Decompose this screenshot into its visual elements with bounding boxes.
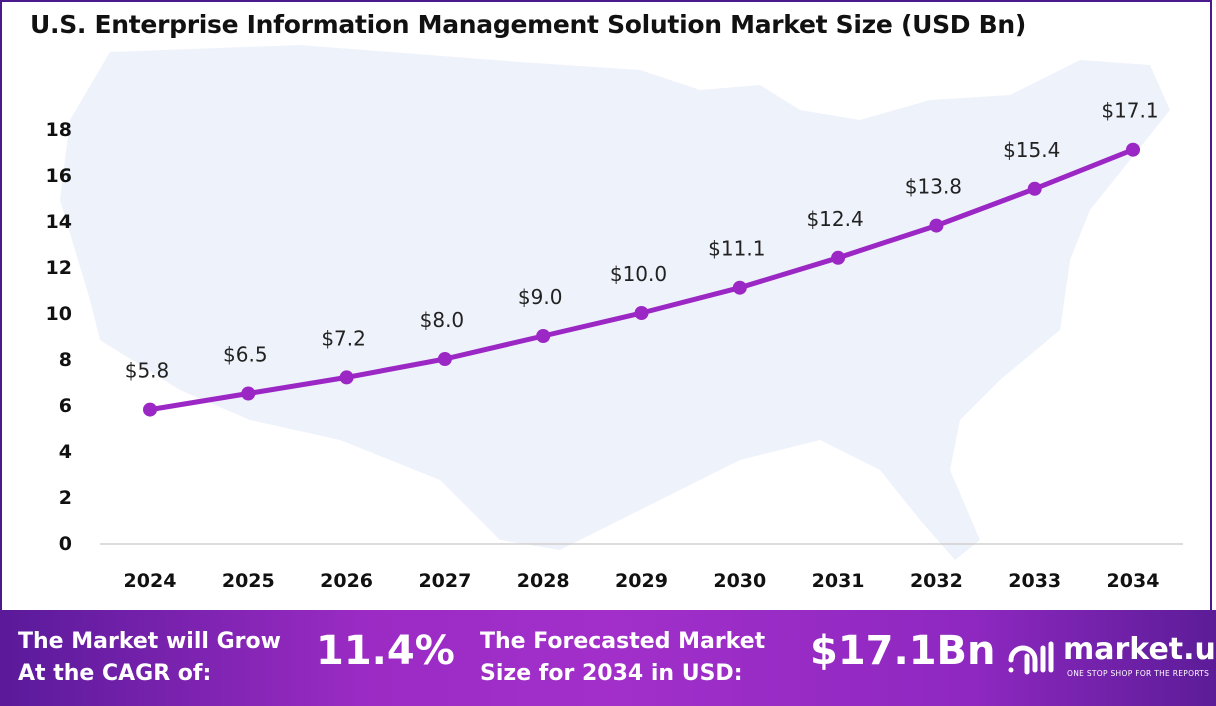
x-tick-label: 2024: [124, 570, 177, 592]
y-tick-label: 12: [46, 257, 72, 279]
chart-frame: [0, 0, 1212, 610]
line-chart: 0 2 4 6 8 10 12 14 16 18 2024 2025 2026 2027 2028 2029…: [46, 45, 1183, 592]
x-tick-label: 2027: [418, 570, 471, 592]
x-tick-label: 2033: [1008, 570, 1061, 592]
forecast-label-line2: Size for 2034 in USD:: [480, 661, 743, 686]
data-label: $5.8: [125, 359, 170, 383]
data-label: $10.0: [610, 262, 667, 286]
y-tick-label: 0: [59, 533, 72, 555]
data-label: $15.4: [1003, 138, 1060, 162]
data-point: [831, 250, 846, 265]
logo-icon: [1008, 641, 1054, 675]
data-point: [339, 370, 354, 385]
x-tick-label: 2034: [1107, 570, 1160, 592]
data-label: $7.2: [321, 326, 366, 350]
x-tick-label: 2029: [615, 570, 668, 592]
x-tick-label: 2030: [713, 570, 766, 592]
cagr-label-line2: At the CAGR of:: [18, 661, 212, 686]
market-us-logo: market.us ONE STOP SHOP FOR THE REPORTS: [1005, 632, 1216, 682]
data-point: [536, 329, 551, 343]
y-tick-label: 10: [46, 303, 72, 325]
y-tick-label: 16: [46, 165, 72, 187]
y-tick-label: 4: [59, 441, 72, 463]
logo-brand: market.us: [1063, 632, 1216, 667]
data-label: $9.0: [518, 285, 563, 309]
data-point: [143, 402, 157, 417]
chart-title: U.S. Enterprise Information Management S…: [30, 10, 1027, 39]
data-label: $17.1: [1101, 99, 1158, 123]
data-point: [437, 352, 452, 366]
data-label: $11.1: [708, 237, 765, 261]
x-tick-label: 2026: [320, 570, 373, 592]
y-tick-label: 8: [59, 349, 72, 371]
data-point: [241, 386, 256, 401]
data-label: $13.8: [905, 175, 962, 199]
data-label: $8.0: [420, 308, 465, 332]
data-label: $12.4: [806, 207, 863, 231]
cagr-label-line1: The Market will Grow: [18, 629, 281, 654]
cagr-value: 11.4%: [316, 628, 455, 674]
forecast-label-line1: The Forecasted Market: [480, 629, 766, 654]
footer-banner: The Market will Grow At the CAGR of: 11.…: [0, 610, 1216, 706]
data-point: [1027, 181, 1042, 196]
forecast-label: The Forecasted Market Size for 2034 in U…: [480, 626, 765, 690]
x-tick-label: 2025: [222, 570, 275, 592]
logo-tagline: ONE STOP SHOP FOR THE REPORTS: [1067, 669, 1210, 678]
forecast-value: $17.1Bn: [810, 628, 996, 674]
data-point: [634, 306, 649, 320]
x-tick-label: 2028: [517, 570, 570, 592]
data-point: [929, 218, 944, 233]
data-point: [1126, 142, 1140, 157]
cagr-label: The Market will Grow At the CAGR of:: [18, 626, 281, 690]
data-point: [732, 280, 747, 295]
data-label: $6.5: [223, 343, 268, 367]
y-tick-label: 2: [59, 487, 72, 509]
y-tick-label: 18: [46, 119, 72, 141]
us-map-background: [60, 45, 1170, 560]
y-tick-label: 6: [59, 395, 72, 417]
x-tick-label: 2032: [910, 570, 963, 592]
x-tick-label: 2031: [812, 570, 865, 592]
y-tick-label: 14: [46, 211, 72, 233]
